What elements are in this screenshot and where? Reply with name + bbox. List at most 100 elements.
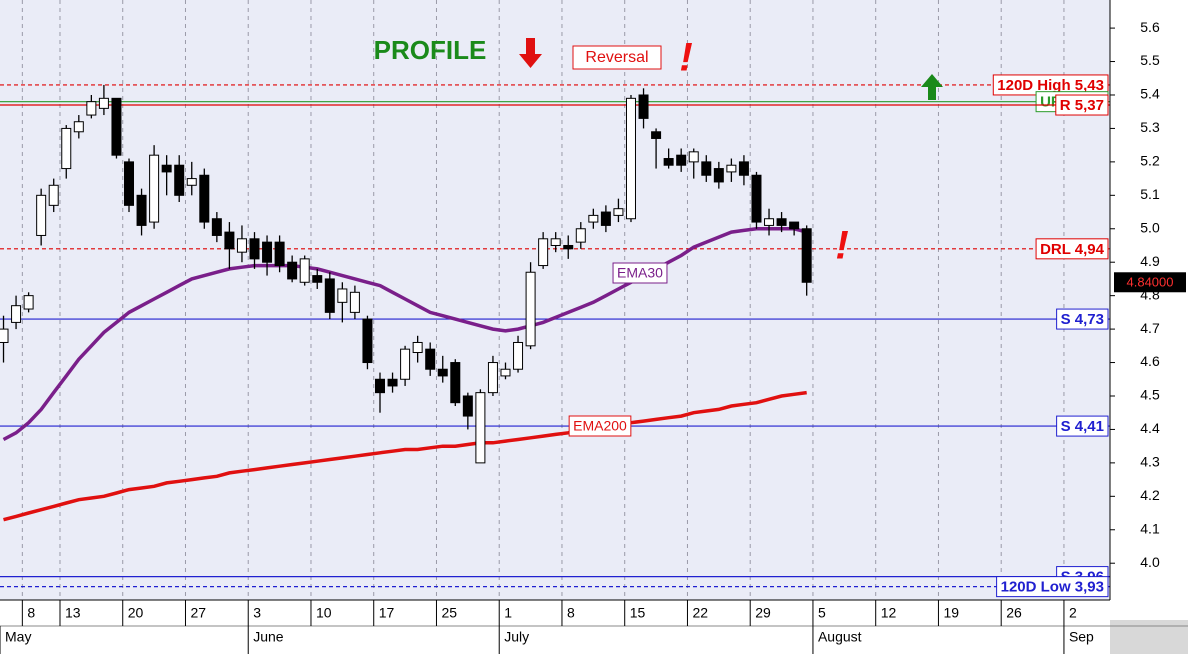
candle-body [613,208,624,216]
candle-body [475,392,486,464]
candle-body [513,341,524,370]
y-tick-label: 5.5 [1140,52,1160,68]
candle-body [801,228,812,283]
y-tick-label: 4.4 [1140,420,1160,436]
candle-body [149,154,160,223]
candle-body [625,97,636,220]
month-label: Sep [1069,629,1094,645]
y-axis-area [1110,0,1188,600]
candle-body [550,238,561,246]
candle-body [337,288,348,303]
candle-body [663,158,674,166]
candle-body [400,348,411,380]
candle-body [199,174,210,223]
candle-body [274,241,285,267]
plot-background [0,0,1110,600]
level-label: 120D Low 3,93 [1001,579,1104,596]
candle-body [425,348,436,370]
candle-body [111,97,122,156]
candle-body [588,214,599,223]
month-label: June [253,629,284,645]
month-label: July [504,629,529,645]
candle-body [86,101,97,116]
candle-body [236,238,247,253]
x-tick-label: 26 [1006,605,1022,621]
candle-body [174,164,185,196]
y-tick-label: 5.6 [1140,19,1160,35]
candle-body [789,221,800,230]
down-arrow [519,38,542,68]
candle-body [563,244,574,250]
corner [1110,620,1188,654]
candle-body [36,194,47,236]
candle-body [638,94,649,119]
month-label: August [818,629,862,645]
level-label: DRL 4,94 [1040,241,1105,258]
annotation: PROFILE [374,35,487,65]
y-tick-label: 5.1 [1140,186,1160,202]
y-tick-label: 4.0 [1140,554,1160,570]
x-tick-label: 27 [190,605,206,621]
y-tick-label: 4.9 [1140,253,1160,269]
candle-body [738,161,749,176]
level-label-box [1056,308,1109,330]
last-price-box [1114,272,1186,293]
candle-body [713,168,724,183]
candle-body [362,318,373,364]
y-tick-label: 5.0 [1140,219,1160,235]
x-tick-label: 12 [881,605,897,621]
candle-body [776,218,787,226]
candle-body [23,295,34,310]
y-tick-label: 4.2 [1140,487,1160,503]
candle-body [161,164,172,173]
y-tick-label: 5.4 [1140,86,1160,102]
series-label: EMA200 [573,418,627,434]
candle-body [73,121,84,133]
x-tick-label: 20 [128,605,144,621]
x-tick-label: 22 [692,605,708,621]
candle-body [538,238,549,267]
annotation: ! [679,36,692,80]
x-tick-label: 29 [755,605,771,621]
level-label: R 5,37 [1060,97,1104,114]
y-tick-label: 4.6 [1140,353,1160,369]
candle-body [688,151,699,163]
candle-body [651,131,662,139]
y-tick-label: 4.3 [1140,454,1160,470]
x-tick-label: 17 [379,605,395,621]
level-label: S 4,73 [1061,311,1104,328]
candle-body [764,218,775,226]
candle-body [224,231,235,250]
annotation: ! [835,224,848,268]
series-label-box [612,262,668,284]
x-tick-label: 19 [943,605,959,621]
candle-body [525,271,536,347]
candle-body [701,161,712,176]
candle-body [751,174,762,223]
candle-body [387,378,398,387]
y-tick-label: 5.3 [1140,119,1160,135]
candle-body [600,211,611,226]
candle-body [299,258,310,283]
x-tick-label: 8 [27,605,35,621]
indicator-line [3,390,807,522]
x-tick-label: 8 [567,605,575,621]
candle-body [575,228,586,243]
month-label: May [5,629,31,645]
x-tick-label: 5 [818,605,826,621]
candle-body [450,362,461,404]
level-label-box [1055,94,1109,116]
candle-body [500,368,511,377]
x-tick-label: 15 [630,605,646,621]
candle-body [186,178,197,186]
y-tick-label: 4.7 [1140,320,1160,336]
candle-body [726,164,737,173]
y-tick-label: 4.5 [1140,387,1160,403]
last-price-label: 4.84000 [1127,275,1174,290]
candle-body [249,238,260,260]
candle-body [0,328,9,343]
indicator-line [2,227,808,442]
x-tick-label: 3 [253,605,261,621]
candle-body [136,194,147,226]
